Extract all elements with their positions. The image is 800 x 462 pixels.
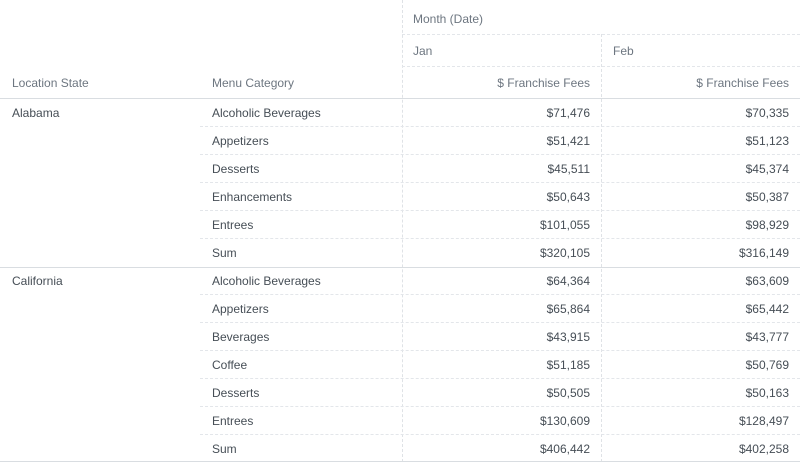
value-jan: $43,915 [546,330,590,344]
category-label: Appetizers [212,134,269,148]
header-bottom-border [0,98,800,99]
value-feb: $50,163 [745,386,789,400]
column-divider [402,0,403,462]
value-feb: $51,123 [745,134,789,148]
row-divider [200,322,800,323]
value-feb: $43,777 [745,330,789,344]
row-divider [200,406,800,407]
value-feb: $65,442 [745,302,789,316]
category-label: Alcoholic Beverages [212,274,321,288]
value-feb: $50,769 [745,358,789,372]
value-jan: $71,476 [546,106,590,120]
value-jan: $64,364 [546,274,590,288]
column-header-jan[interactable]: Jan [413,44,433,58]
row-divider [200,238,800,239]
subtotal-jan: $406,442 [539,442,590,456]
header-divider [402,66,800,67]
value-jan: $50,643 [546,190,590,204]
category-label: Entrees [212,414,254,428]
row-divider [200,378,800,379]
category-label: Enhancements [212,190,293,204]
value-jan: $51,421 [546,134,590,148]
row-divider [200,182,800,183]
value-jan: $130,609 [539,414,590,428]
value-jan: $50,505 [546,386,590,400]
row-divider [200,434,800,435]
category-label: Desserts [212,386,260,400]
subtotal-feb: $316,149 [738,246,789,260]
category-label: Beverages [212,330,270,344]
value-jan: $101,055 [539,218,590,232]
header-divider [402,34,800,35]
measure-header-feb[interactable]: $ Franchise Fees [696,76,789,90]
value-feb: $50,387 [745,190,789,204]
subtotal-label: Sum [212,442,237,456]
row-divider [200,294,800,295]
row-divider [200,154,800,155]
subtotal-feb: $402,258 [738,442,789,456]
category-label: Appetizers [212,302,269,316]
column-group-label[interactable]: Month (Date) [413,12,484,26]
value-feb: $45,374 [745,162,789,176]
category-label: Desserts [212,162,260,176]
row-divider [200,126,800,127]
row-divider [200,350,800,351]
value-feb: $128,497 [738,414,789,428]
subtotal-label: Sum [212,246,237,260]
column-divider [601,34,602,462]
column-header-feb[interactable]: Feb [613,44,634,58]
group-divider [0,267,800,268]
value-feb: $63,609 [745,274,789,288]
state-label: Alabama [12,106,60,120]
row-header-location-state[interactable]: Location State [12,76,89,90]
category-label: Coffee [212,358,248,372]
category-label: Alcoholic Beverages [212,106,321,120]
measure-header-jan[interactable]: $ Franchise Fees [497,76,590,90]
row-divider [200,210,800,211]
value-jan: $45,511 [547,162,591,176]
value-jan: $65,864 [546,302,590,316]
value-feb: $70,335 [745,106,789,120]
subtotal-jan: $320,105 [539,246,590,260]
state-label: California [12,274,63,288]
value-feb: $98,929 [745,218,789,232]
category-label: Entrees [212,218,254,232]
value-jan: $51,185 [546,358,590,372]
row-header-menu-category[interactable]: Menu Category [212,76,295,90]
